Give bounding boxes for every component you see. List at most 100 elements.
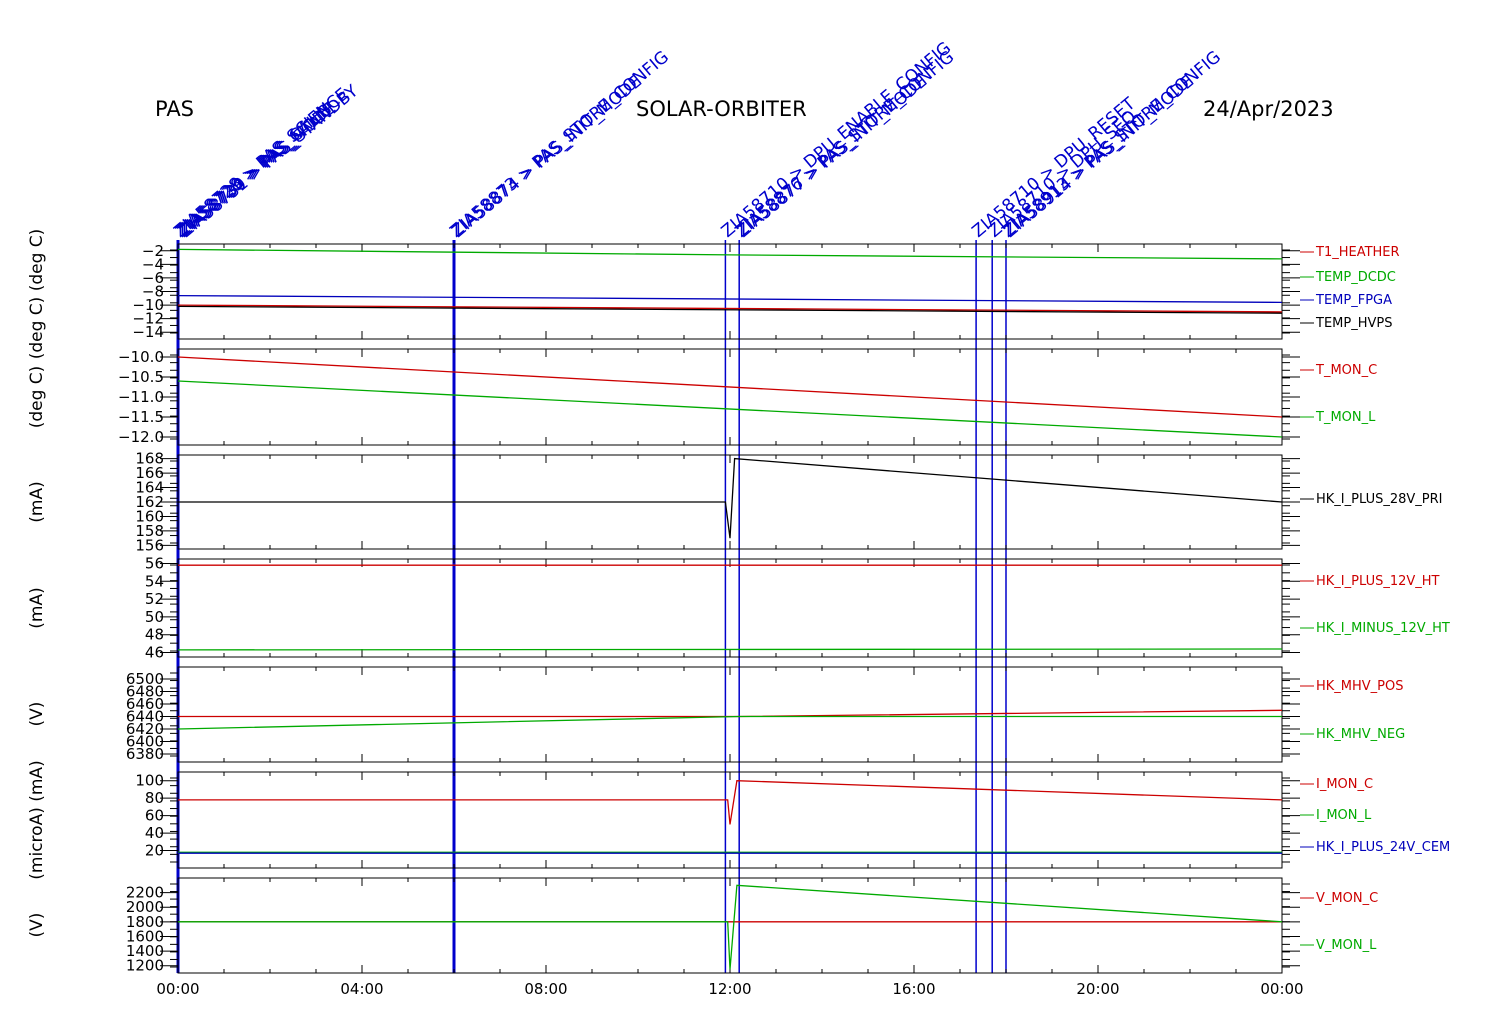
series-line-temp-dcdc bbox=[177, 248, 1283, 260]
y-tick-label: 168 bbox=[135, 450, 164, 468]
x-tick-label: 00:00 bbox=[1260, 980, 1303, 998]
y-tick-label: 6460 bbox=[126, 695, 164, 713]
panel-frame bbox=[177, 558, 1283, 658]
y-tick-label: 6440 bbox=[126, 708, 164, 726]
legend-label: HK_I_PLUS_24V_CEM bbox=[1316, 840, 1450, 855]
y-tick-label: 54 bbox=[145, 572, 164, 590]
legend-label: V_MON_C bbox=[1316, 891, 1378, 906]
series-line-t1-heather bbox=[177, 304, 1283, 313]
command-label: ZIA58914 > PAS_INIT_MODE bbox=[1000, 72, 1197, 242]
legend-label: HK_I_PLUS_12V_HT bbox=[1316, 574, 1440, 589]
y-tick-label: −11.5 bbox=[118, 408, 164, 426]
legend-label: I_MON_L bbox=[1316, 808, 1372, 823]
series-line-temp-hvps bbox=[177, 305, 1283, 314]
command-label: ZIA58731 > PAS_STANDBY bbox=[176, 81, 362, 242]
panel-frame bbox=[177, 348, 1283, 446]
x-tick-label: 20:00 bbox=[1076, 980, 1119, 998]
y-axis-label: (mA) bbox=[27, 481, 47, 522]
x-tick-label: 00:00 bbox=[156, 980, 199, 998]
y-tick-label: 6400 bbox=[126, 733, 164, 751]
y-tick-label: 6480 bbox=[126, 683, 164, 701]
y-tick-label: 1600 bbox=[126, 927, 164, 945]
header-right: 24/Apr/2023 bbox=[1203, 97, 1334, 121]
legend-label: HK_I_PLUS_28V_PRI bbox=[1316, 492, 1442, 507]
series-line-t-mon-c bbox=[177, 356, 1283, 418]
y-tick-label: −6 bbox=[142, 269, 164, 287]
command-marker-3: ZIA58710 > DPU_ENABLE_CONFIG bbox=[718, 38, 955, 973]
y-tick-label: 46 bbox=[145, 644, 164, 662]
y-axis-label: (deg C) bbox=[27, 366, 47, 429]
y-tick-label: −10.0 bbox=[118, 348, 164, 366]
header-center: SOLAR-ORBITER bbox=[636, 97, 807, 121]
y-tick-label: 6380 bbox=[126, 745, 164, 763]
y-tick-label: 60 bbox=[145, 807, 164, 825]
series-line-v-mon-l bbox=[178, 884, 1283, 970]
y-tick-label: 158 bbox=[135, 522, 164, 540]
y-tick-label: −12.0 bbox=[118, 428, 164, 446]
y-tick-label: 160 bbox=[135, 507, 164, 525]
y-tick-label: 100 bbox=[135, 772, 164, 790]
y-tick-label: 48 bbox=[145, 626, 164, 644]
y-tick-label: −8 bbox=[142, 283, 164, 301]
x-tick-label: 12:00 bbox=[708, 980, 751, 998]
y-axis-label: (deg C) (deg C) bbox=[27, 229, 47, 360]
legend-label: V_MON_L bbox=[1316, 938, 1377, 953]
x-tick-label: 08:00 bbox=[524, 980, 567, 998]
y-tick-label: −14 bbox=[132, 323, 164, 341]
y-tick-label: 1400 bbox=[126, 942, 164, 960]
y-tick-label: 52 bbox=[145, 590, 164, 608]
series-line-i-mon-c bbox=[178, 780, 1283, 825]
legend-label: HK_I_MINUS_12V_HT bbox=[1316, 621, 1450, 636]
legend-label: TEMP_DCDC bbox=[1315, 270, 1396, 285]
y-axis-label: (microA) (mA) bbox=[27, 760, 47, 879]
x-tick-label: 04:00 bbox=[340, 980, 383, 998]
panel-1: −2−4−6−8−10−12−14 (deg C) (deg C) T1_HEATH… bbox=[27, 229, 1400, 360]
y-tick-label: 162 bbox=[135, 493, 164, 511]
header-left: PAS bbox=[155, 97, 194, 121]
y-axis-label: (mA) bbox=[27, 587, 47, 628]
y-tick-label: −10.5 bbox=[118, 368, 164, 386]
series-line-hk-mhv-pos bbox=[178, 709, 1283, 718]
y-tick-label: 1200 bbox=[126, 957, 164, 975]
series-line-hk-i-plus-28v-pri bbox=[178, 457, 1283, 539]
y-tick-label: 1800 bbox=[126, 913, 164, 931]
series-line-t-mon-l bbox=[177, 380, 1283, 438]
series-line-hk-i-minus-12v-ht bbox=[177, 648, 1283, 651]
y-tick-label: −4 bbox=[142, 255, 164, 273]
y-tick-label: 6500 bbox=[126, 670, 164, 688]
legend-label: I_MON_C bbox=[1316, 777, 1373, 792]
y-tick-label: −11.0 bbox=[118, 388, 164, 406]
y-tick-label: 164 bbox=[135, 479, 164, 497]
legend-label: HK_MHV_NEG bbox=[1316, 727, 1405, 742]
series-line-hk-mhv-neg bbox=[177, 715, 1282, 730]
y-tick-label: 56 bbox=[145, 554, 164, 572]
y-tick-label: −12 bbox=[132, 310, 164, 328]
panel-2: −10.0 −10.5 −11.0 −11.5 −12.0 (deg C) T_MON_C T… bbox=[27, 348, 1377, 446]
legend-label: T_MON_L bbox=[1315, 410, 1376, 425]
y-tick-label: −10 bbox=[132, 296, 164, 314]
y-tick-label: 156 bbox=[135, 536, 164, 554]
series-line-temp-fpga bbox=[177, 294, 1283, 304]
y-tick-label: 40 bbox=[145, 824, 164, 842]
y-axis-label: (V) bbox=[27, 702, 47, 727]
panel-frame bbox=[177, 666, 1283, 763]
y-tick-label: 50 bbox=[145, 608, 164, 626]
y-axis-label: (V) bbox=[27, 913, 47, 938]
y-tick-label: 6420 bbox=[126, 720, 164, 738]
y-tick-label: 2200 bbox=[126, 884, 164, 902]
y-tick-label: 2000 bbox=[126, 898, 164, 916]
y-tick-label: 80 bbox=[145, 789, 164, 807]
legend-label: TEMP_HVPS bbox=[1315, 316, 1392, 331]
legend-label: HK_MHV_POS bbox=[1316, 679, 1404, 694]
y-tick-label: −2 bbox=[142, 242, 164, 260]
legend-label: TEMP_FPGA bbox=[1315, 293, 1392, 308]
legend-label: T_MON_C bbox=[1315, 363, 1377, 378]
